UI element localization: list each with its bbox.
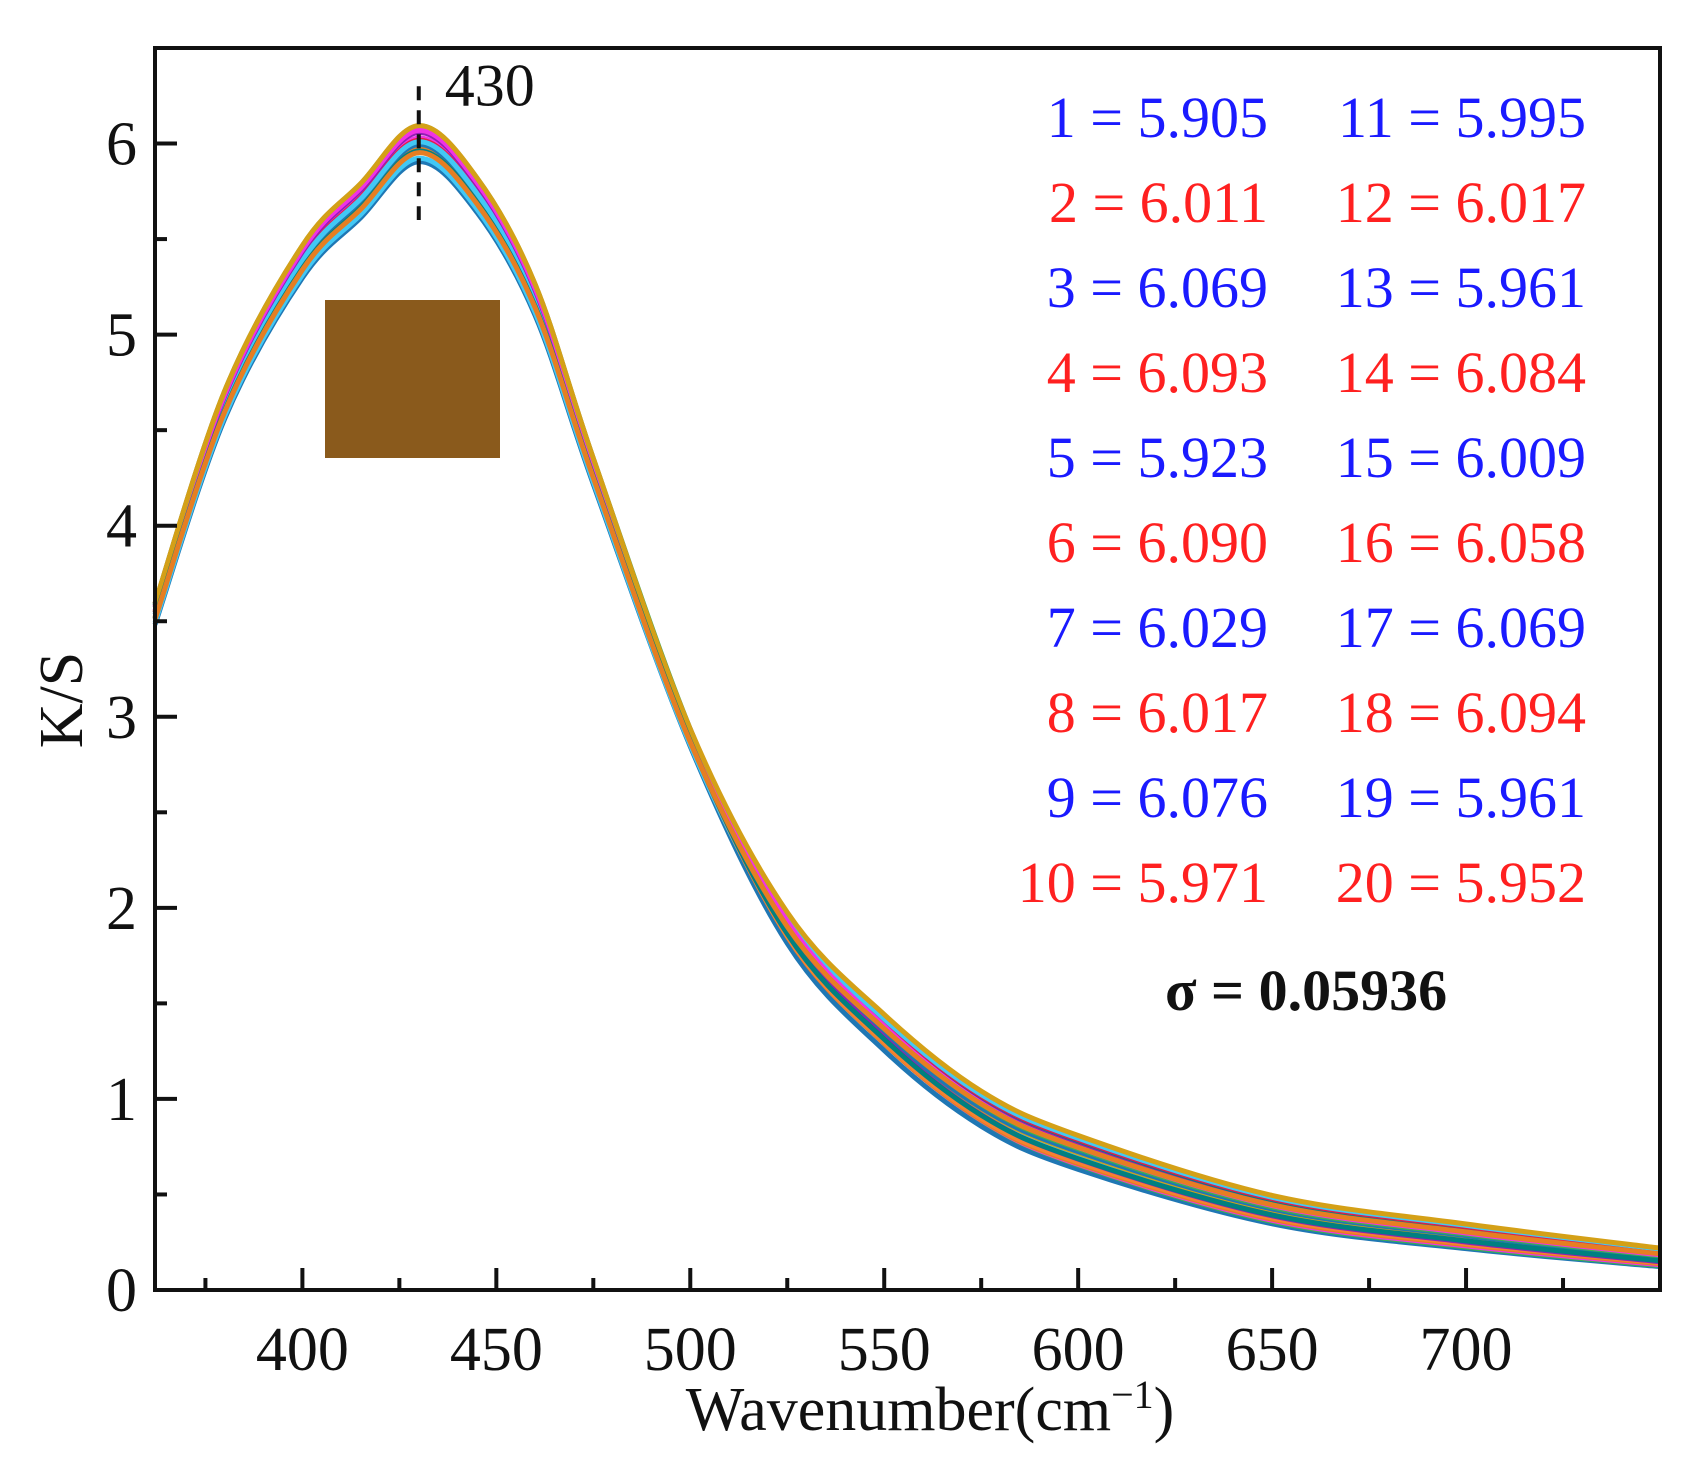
x-axis-ticks: 400 450 500 550 600 650 700 [203, 1268, 1662, 1384]
legend-entry-7: 7 = 6.029 [1047, 595, 1268, 660]
x-tick-label: 400 [256, 1316, 349, 1384]
legend-entry-1: 1 = 5.905 [1047, 85, 1268, 150]
x-tick-label: 550 [838, 1316, 931, 1384]
x-tick-label: 700 [1420, 1316, 1513, 1384]
fabric-sample-swatch [325, 300, 500, 458]
x-axis-title-main: Wavenumber(cm [686, 1376, 1111, 1444]
x-tick-label: 650 [1226, 1316, 1319, 1384]
x-axis-title-close: ) [1154, 1376, 1175, 1444]
x-tick-label: 500 [644, 1316, 737, 1384]
legend-entry-9: 9 = 6.076 [1047, 765, 1268, 830]
sigma-label: σ = 0.05936 [1165, 958, 1447, 1023]
legend: 1 = 5.905 2 = 6.011 3 = 6.069 4 = 6.093 5 = … [1018, 85, 1586, 915]
legend-entry-19: 19 = 5.961 [1336, 765, 1586, 830]
y-tick-label: 4 [106, 493, 137, 561]
plot-frame [153, 46, 1662, 1292]
y-tick-label: 3 [106, 684, 137, 752]
peak-label: 430 [445, 52, 535, 118]
legend-entry-8: 8 = 6.017 [1047, 680, 1268, 745]
x-tick-label: 600 [1032, 1316, 1125, 1384]
y-axis-title: K/S [28, 652, 96, 748]
legend-entry-13: 13 = 5.961 [1336, 255, 1586, 320]
legend-entry-16: 16 = 6.058 [1336, 510, 1586, 575]
legend-entry-12: 12 = 6.017 [1336, 170, 1586, 235]
y-tick-label: 0 [106, 1257, 137, 1325]
y-tick-label: 5 [106, 302, 137, 370]
legend-entry-5: 5 = 5.923 [1047, 425, 1268, 490]
legend-entry-20: 20 = 5.952 [1336, 850, 1586, 915]
legend-entry-4: 4 = 6.093 [1047, 340, 1268, 405]
y-axis-ticks: 0 1 2 3 4 5 6 [106, 46, 177, 1325]
x-axis-title: Wavenumber(cm−1) [686, 1372, 1175, 1445]
legend-entry-14: 14 = 6.084 [1336, 340, 1586, 405]
series-line-20 [152, 150, 1661, 1257]
legend-entry-15: 15 = 6.009 [1336, 425, 1586, 490]
y-tick-label: 2 [106, 875, 137, 943]
legend-entry-2: 2 = 6.011 [1049, 170, 1268, 235]
series-line-18 [152, 123, 1661, 1251]
y-tick-label: 6 [106, 111, 137, 179]
legend-entry-18: 18 = 6.094 [1336, 680, 1586, 745]
x-tick-label: 450 [450, 1316, 543, 1384]
legend-entry-6: 6 = 6.090 [1047, 510, 1268, 575]
legend-entry-11: 11 = 5.995 [1338, 85, 1586, 150]
legend-entry-17: 17 = 6.069 [1336, 595, 1586, 660]
spectral-curves [152, 123, 1661, 1270]
x-axis-title-exponent: −1 [1111, 1372, 1154, 1417]
legend-entry-10: 10 = 5.971 [1018, 850, 1268, 915]
y-tick-label: 1 [106, 1066, 137, 1134]
legend-entry-3: 3 = 6.069 [1047, 255, 1268, 320]
